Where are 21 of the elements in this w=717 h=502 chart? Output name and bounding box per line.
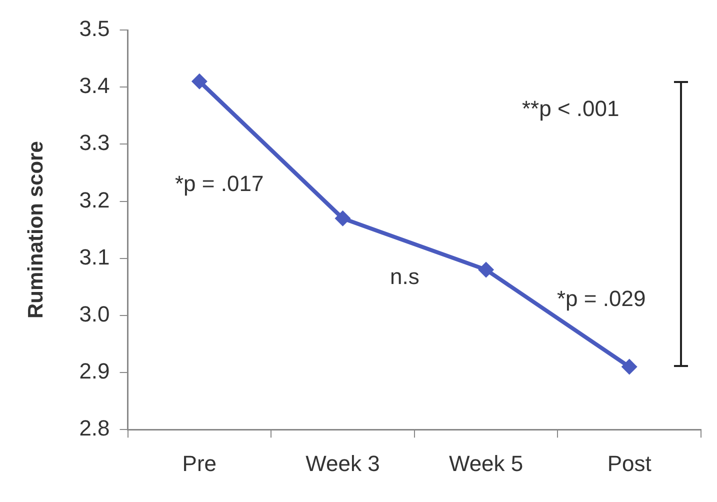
- y-tick-label: 3.5: [79, 16, 110, 42]
- point: [334, 210, 351, 226]
- y-tick-label: 3.4: [79, 73, 110, 98]
- annotation: *p = .017: [175, 171, 264, 196]
- annotation: *p = .029: [557, 286, 646, 312]
- y-tick-label: 2.9: [79, 358, 110, 384]
- point: [621, 358, 638, 375]
- annotation: **p < .001: [522, 96, 620, 122]
- x-tick-label: Week 5: [448, 450, 524, 476]
- x-tick-label: Pre: [182, 450, 217, 476]
- y-tick-label: 3.1: [79, 244, 110, 270]
- y-axis-title: Rumination score: [24, 141, 48, 318]
- x-tick-label: Week 3: [306, 450, 380, 476]
- point: [478, 262, 494, 278]
- y-tick-label: 2.8: [79, 416, 110, 441]
- y-tick-label: 3.0: [79, 301, 110, 326]
- point: [191, 73, 208, 90]
- annotation: n.s: [390, 264, 420, 290]
- y-tick-label: 3.3: [79, 130, 110, 156]
- y-tick-label: 3.2: [79, 187, 110, 212]
- x-tick-label: Post: [607, 450, 652, 476]
